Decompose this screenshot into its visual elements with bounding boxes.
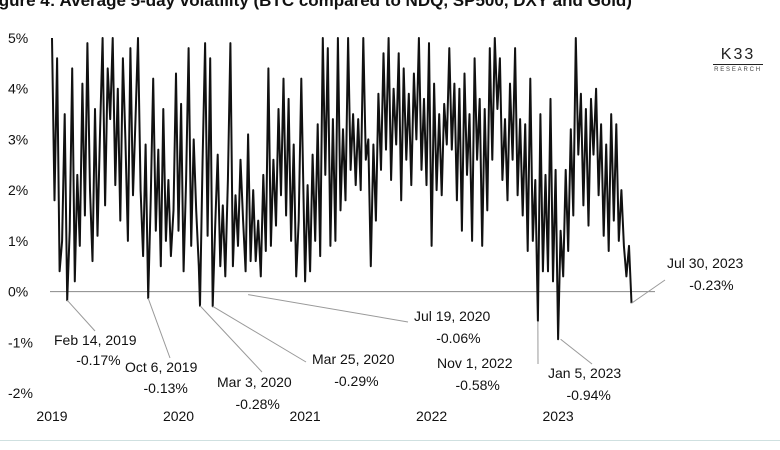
- x-tick-label: 2019: [36, 408, 67, 424]
- series-group: [51, 37, 633, 341]
- logo-wordmark: K33: [713, 47, 763, 65]
- y-tick-label: 2%: [8, 182, 28, 198]
- annotation-date: Feb 14, 2019: [54, 332, 137, 348]
- annotation-value: -0.28%: [236, 396, 280, 412]
- annotation-leader-line: [631, 279, 666, 304]
- annotation-date: Jul 19, 2020: [414, 308, 490, 324]
- annotation-value: -0.13%: [144, 380, 188, 396]
- x-tick-label: 2022: [416, 408, 447, 424]
- y-tick-label: 4%: [8, 81, 28, 97]
- annotation-date: Jul 30, 2023: [667, 255, 743, 271]
- annotation-date: Mar 3, 2020: [217, 374, 292, 390]
- annotation-group: Feb 14, 2019 -0.17% Oct 6, 2019 -0.13% Mar 3…: [54, 255, 743, 412]
- y-tick-label: 1%: [8, 233, 28, 249]
- annotation-leader-line: [66, 299, 96, 332]
- chart-title: igure 4: Average 5-day volatility (BTC c…: [0, 0, 632, 10]
- annotation-date: Nov 1, 2022: [437, 355, 513, 371]
- annotation-date: Jan 5, 2023: [548, 365, 621, 381]
- k33-research-logo: K33 RESEARCH: [713, 47, 763, 73]
- logo-subtitle: RESEARCH: [714, 67, 762, 73]
- annotation-leader-line: [199, 305, 263, 373]
- annotation-value: -0.06%: [436, 330, 480, 346]
- annotation-leader-line: [147, 297, 171, 359]
- x-axis-tick-labels: 2019 2020 2021 2022 2023: [36, 408, 573, 424]
- annotation-leader-line: [212, 305, 307, 363]
- y-tick-label: -2%: [8, 385, 33, 401]
- annotation-leader-line: [560, 338, 593, 365]
- x-tick-label: 2021: [289, 408, 320, 424]
- x-tick-label: 2020: [163, 408, 194, 424]
- annotation-leader-line: [248, 294, 409, 323]
- y-tick-label: 0%: [8, 284, 28, 300]
- annotation-value: -0.94%: [567, 387, 611, 403]
- y-tick-label: 3%: [8, 131, 28, 147]
- series-line: [51, 37, 633, 341]
- annotation-date: Oct 6, 2019: [125, 359, 198, 375]
- x-tick-label: 2023: [543, 408, 574, 424]
- bottom-divider: [0, 440, 780, 441]
- annotation-value: -0.29%: [334, 373, 378, 389]
- annotation-value: -0.58%: [456, 377, 500, 393]
- y-axis-tick-labels: 5% 4% 3% 2% 1% 0% -1% -2%: [8, 30, 33, 401]
- annotation-value: -0.23%: [689, 277, 733, 293]
- annotation-date: Mar 25, 2020: [312, 351, 395, 367]
- annotation-value: -0.17%: [76, 352, 120, 368]
- y-tick-label: 5%: [8, 30, 28, 46]
- y-tick-label: -1%: [8, 334, 33, 350]
